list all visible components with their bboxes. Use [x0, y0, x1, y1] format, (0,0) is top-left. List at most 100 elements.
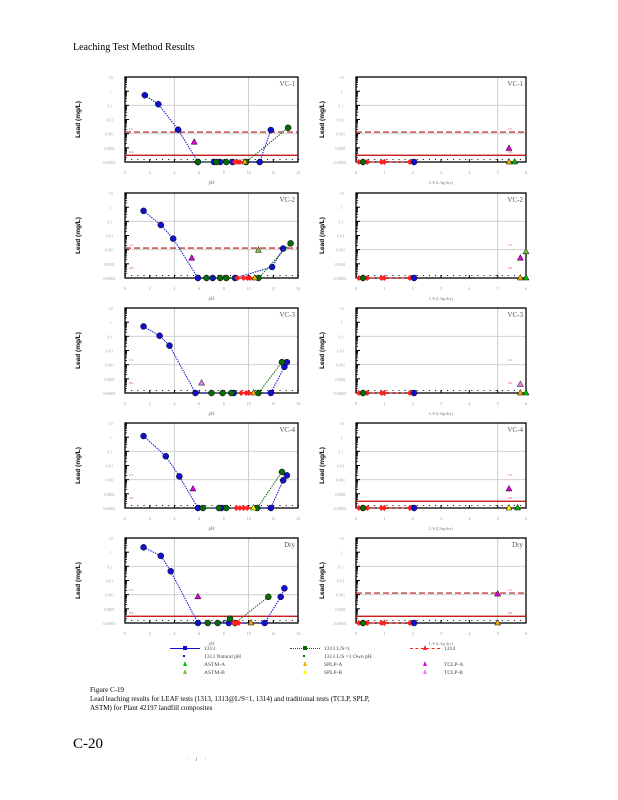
- legend-symbol-icon: [170, 646, 200, 652]
- data-point: [194, 274, 202, 282]
- y-tick-label: 0.0001: [104, 377, 115, 382]
- x-axis-label: pH: [208, 181, 215, 186]
- data-point: [236, 505, 243, 511]
- data-point: [223, 274, 230, 282]
- y-tick-label: 10: [109, 75, 113, 80]
- y-axis-label: Lead (mg/L): [75, 447, 82, 484]
- y-tick-label: 0.0001: [104, 492, 115, 497]
- legend-label: SPLP-B: [324, 670, 343, 676]
- data-point: [166, 342, 173, 349]
- legend-item: ASTM-A: [170, 661, 226, 668]
- x-tick-label: 6: [198, 286, 200, 291]
- x-tick-label: 0: [124, 631, 126, 636]
- x-tick-label: 10: [247, 401, 251, 406]
- y-tick-label: 0.01: [337, 349, 344, 354]
- data-point: [381, 159, 388, 165]
- x-tick-label: 10: [247, 516, 251, 521]
- plot-frame: [355, 192, 527, 279]
- legend-label: ASTM-A: [204, 662, 226, 668]
- sample-label: VC-1: [507, 80, 523, 88]
- x-tick-label: 2: [149, 516, 151, 521]
- x-tick-label: 14: [296, 170, 300, 175]
- series-splp-a: [516, 388, 524, 396]
- y-tick-label: 0.1: [338, 564, 343, 569]
- x-tick-label: 14: [296, 631, 300, 636]
- x-tick-label: 2: [412, 516, 414, 521]
- legend-symbol-icon: [170, 661, 200, 668]
- data-point: [278, 468, 286, 476]
- y-tick-label: 0.1: [338, 103, 343, 108]
- legend-label: 1313 L/S=1: [324, 646, 351, 652]
- y-tick-label: 0.1: [107, 564, 112, 569]
- x-tick-label: 10: [247, 286, 251, 291]
- data-point: [522, 388, 530, 396]
- x-tick-label: 6: [525, 170, 527, 175]
- data-point: [216, 274, 224, 282]
- x-tick-label: 10: [247, 170, 251, 175]
- legend-item: 1314: [410, 645, 455, 652]
- data-point: [215, 504, 223, 512]
- y-tick-label: 0.01: [106, 579, 113, 584]
- data-point: [192, 389, 199, 397]
- legend-symbol-icon: [410, 669, 440, 676]
- series-line: [211, 361, 283, 394]
- y-tick-label: 1: [110, 89, 112, 94]
- x-axis-label: L/S (L/kg-dry): [429, 411, 453, 416]
- y-tick-label: 0.01: [106, 349, 113, 354]
- legend-item: ASTM-B: [170, 669, 225, 676]
- y-tick-label: 1: [341, 320, 343, 325]
- series-splp-b: [250, 503, 257, 511]
- series-astm-a: [522, 388, 530, 396]
- series-splp-a: [247, 618, 255, 626]
- y-tick-label: 0.0001: [335, 607, 346, 612]
- x-tick-label: 8: [223, 401, 225, 406]
- data-point: [381, 505, 388, 511]
- series-1313-l-s-1: [194, 124, 292, 166]
- data-point: [359, 504, 367, 512]
- ml-line-label: ML: [508, 150, 513, 154]
- ml-line-label: ML: [129, 496, 134, 500]
- series-1313-l-s-1: [359, 619, 367, 627]
- data-point: [511, 157, 519, 165]
- data-point: [381, 275, 388, 281]
- x-axis-label: L/S (L/kg-dry): [429, 296, 453, 301]
- chart-vc-4-ph: 10 1 0.1 0.01 0.001 0.0001 0.00001 0 2 4 6 8 10 12 14 L…: [62, 418, 312, 533]
- plot-frame: [124, 307, 299, 394]
- legend-label: TCLP-A: [444, 662, 464, 668]
- data-point: [406, 275, 413, 281]
- series-1314: [233, 505, 251, 511]
- series-1313: [140, 432, 291, 512]
- series-astm-b: [522, 247, 530, 255]
- chart-vc-2-ph: 10 1 0.1 0.01 0.001 0.0001 0.00001 0 2 4 6 8 10 12 14 L…: [62, 188, 312, 303]
- chart-svg: 10 1 0.1 0.01 0.001 0.0001 0.00001 0 2 4 6 8 10 12 14 L…: [75, 421, 300, 532]
- ul-line-label: UL: [508, 243, 513, 247]
- data-point: [213, 158, 220, 166]
- series-1313-l-s-1: [359, 504, 367, 512]
- data-point: [256, 158, 263, 166]
- x-tick-label: 0: [355, 170, 357, 175]
- series-astm-a: [511, 157, 519, 165]
- sample-label: VC-1: [279, 80, 295, 88]
- data-point: [410, 504, 418, 512]
- sample-label: VC-4: [507, 426, 523, 434]
- x-tick-label: 6: [525, 286, 527, 291]
- data-point: [157, 221, 165, 229]
- series-1313: [410, 389, 418, 397]
- data-point: [522, 247, 530, 255]
- y-tick-label: 0.0001: [104, 607, 115, 612]
- chart-svg: 10 1 0.1 0.01 0.001 0.0001 0.00001 0 1 2 3 4 5 6 Lead …: [319, 191, 530, 301]
- data-point: [359, 389, 367, 397]
- x-tick-label: 5: [497, 516, 499, 521]
- y-tick-label: 0.0001: [335, 146, 346, 151]
- y-tick-label: 0.0001: [104, 262, 115, 267]
- ul-line-label: UL: [508, 127, 513, 131]
- x-tick-label: 4: [468, 286, 470, 291]
- data-point: [194, 592, 202, 600]
- x-tick-label: 12: [271, 631, 275, 636]
- series-tclp-a: [505, 144, 513, 151]
- series-line: [202, 471, 283, 509]
- chart-svg: 10 1 0.1 0.01 0.001 0.0001 0.00001 0 2 4 6 8 10 12 14 L…: [75, 191, 300, 302]
- data-point: [245, 390, 252, 396]
- series-1313-l-s-1: [203, 240, 294, 282]
- series-splp-a: [250, 388, 257, 396]
